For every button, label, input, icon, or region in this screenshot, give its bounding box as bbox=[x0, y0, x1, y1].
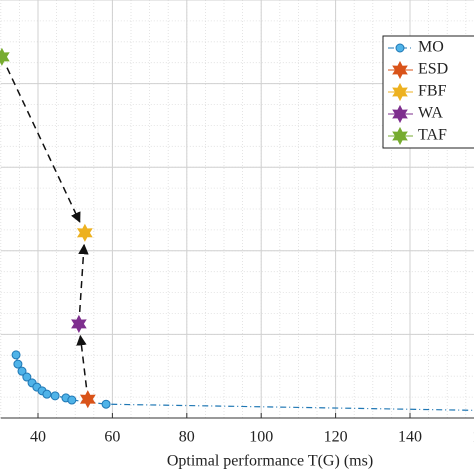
legend-label: ESD bbox=[418, 61, 448, 78]
star-point bbox=[79, 390, 96, 409]
star-point bbox=[0, 47, 10, 66]
data-point bbox=[50, 391, 60, 401]
data-point bbox=[13, 359, 23, 369]
data-point bbox=[11, 350, 21, 360]
legend-marker bbox=[392, 104, 408, 124]
x-tick-label: 120 bbox=[324, 429, 348, 446]
legend-marker bbox=[392, 82, 408, 102]
arrow bbox=[76, 334, 88, 388]
data-point bbox=[101, 399, 111, 409]
x-tick-label: 80 bbox=[179, 429, 195, 446]
legend-marker bbox=[392, 126, 408, 146]
arrow bbox=[78, 243, 89, 313]
star-point bbox=[71, 314, 87, 333]
legend-label: MO bbox=[418, 39, 444, 56]
data-point bbox=[42, 389, 52, 399]
legend: MO ESD FBF WA TAF bbox=[382, 35, 474, 149]
legend-label: WA bbox=[418, 105, 443, 122]
x-tick-label: 40 bbox=[30, 429, 46, 446]
arrow bbox=[6, 67, 81, 223]
x-tick-label: 140 bbox=[398, 429, 422, 446]
plot-area: 40 60 80 100 120 140 160 MO ESD FBF WA TAF bbox=[0, 0, 474, 446]
x-tick-label: 100 bbox=[249, 429, 273, 446]
x-axis-label: Optimal performance T(G) (ms) bbox=[167, 453, 373, 470]
data-point bbox=[22, 372, 32, 382]
x-tick-label: 60 bbox=[104, 429, 120, 446]
legend-label: FBF bbox=[418, 83, 447, 100]
star-point bbox=[76, 223, 93, 242]
data-point bbox=[17, 366, 27, 376]
legend-marker bbox=[395, 43, 405, 53]
x-tick-label: 160 bbox=[472, 429, 474, 446]
legend-label: TAF bbox=[418, 127, 447, 144]
legend-marker bbox=[392, 60, 408, 80]
data-point bbox=[67, 395, 77, 405]
